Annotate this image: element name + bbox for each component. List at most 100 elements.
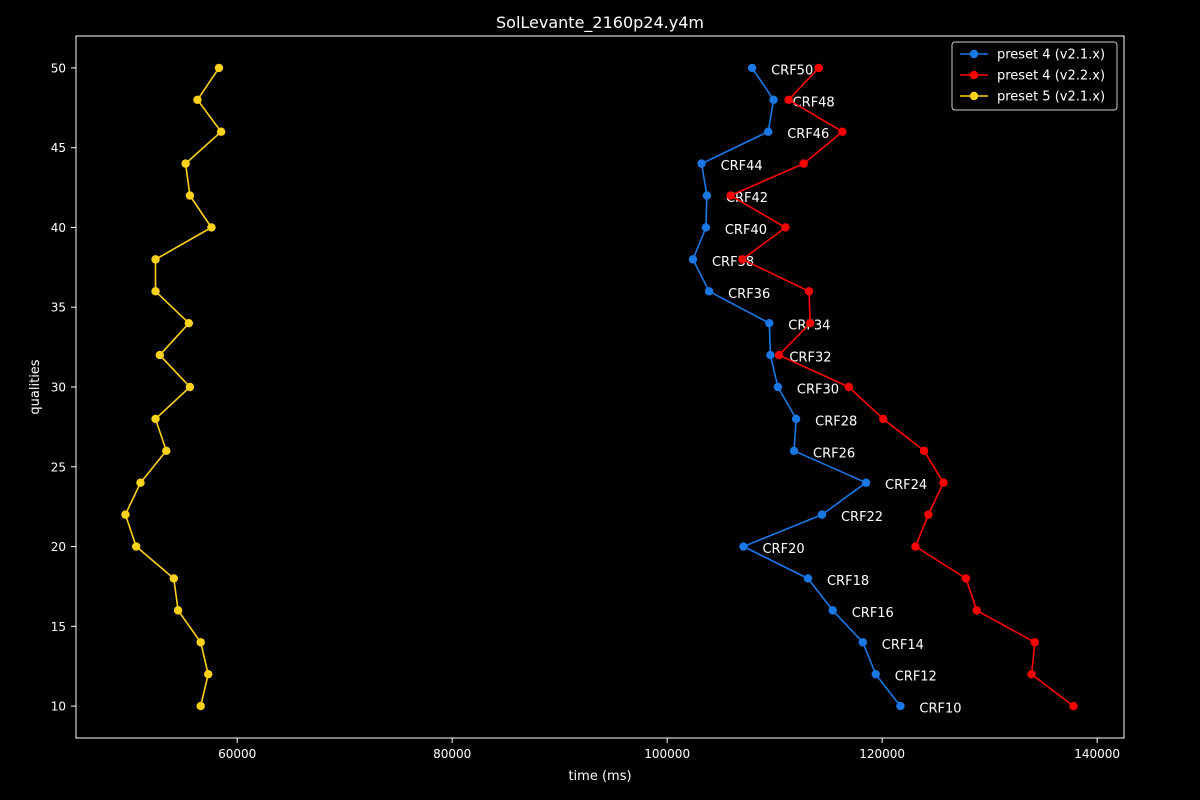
data-point	[193, 95, 202, 105]
data-point	[879, 414, 888, 424]
legend: preset 4 (v2.1.x) preset 4 (v2.2.x) preset…	[951, 41, 1118, 111]
data-point	[121, 510, 130, 519]
data-point	[817, 510, 827, 519]
data-point	[131, 542, 141, 551]
data-point	[838, 127, 847, 136]
data-point	[697, 159, 706, 168]
x-axis: 60000 80000 100000 120000 140000	[218, 738, 1120, 761]
y-axis: 10 15 20 25 30 35 40 45 50	[51, 61, 76, 714]
data-point	[1069, 701, 1078, 711]
x-tick-label: 100000	[644, 747, 690, 761]
data-point	[919, 446, 929, 456]
data-point	[972, 606, 981, 615]
data-point	[799, 159, 808, 168]
crf-label: CRF48	[793, 95, 835, 110]
data-point	[207, 223, 216, 232]
data-point	[814, 63, 823, 73]
data-point	[774, 350, 784, 360]
data-point	[701, 223, 711, 232]
data-point	[939, 478, 948, 487]
data-point	[151, 287, 160, 296]
data-point	[844, 382, 854, 392]
data-point	[765, 318, 774, 328]
y-tick-label: 35	[51, 301, 66, 315]
crf-label: CRF44	[721, 159, 763, 174]
legend-entry: preset 5 (v2.1.x)	[997, 90, 1105, 105]
data-point	[704, 287, 714, 296]
data-point	[805, 318, 815, 328]
legend-entry: preset 4 (v2.1.x)	[997, 48, 1105, 63]
crf-label: CRF50	[771, 63, 813, 78]
data-point	[181, 159, 190, 168]
data-point	[766, 350, 775, 360]
data-point	[769, 95, 778, 105]
data-point	[861, 478, 871, 487]
series-3	[121, 63, 226, 711]
x-tick-label: 120000	[859, 747, 905, 761]
series-2	[726, 63, 1078, 711]
data-point	[169, 574, 179, 583]
data-point	[196, 701, 205, 711]
data-point	[911, 542, 920, 551]
y-tick-label: 10	[51, 700, 66, 714]
data-point	[185, 191, 195, 200]
crf-label: CRF30	[797, 383, 839, 398]
data-point	[726, 191, 735, 200]
series-layer: CRF10 CRF12 CRF14 CRF16 CRF18 CRF20 CRF22 CRF24…	[121, 63, 1078, 717]
data-point	[185, 382, 195, 392]
crf-label: CRF40	[725, 223, 767, 238]
data-point	[784, 95, 793, 105]
crf-label: CRF20	[762, 542, 804, 557]
series-1: CRF10 CRF12 CRF14 CRF16 CRF18 CRF20 CRF22 CRF24…	[688, 63, 962, 717]
data-point	[184, 318, 194, 328]
y-tick-label: 20	[51, 540, 66, 554]
data-point	[216, 127, 226, 136]
y-tick-label: 45	[51, 141, 66, 155]
crf-label: CRF12	[895, 670, 937, 685]
data-point	[1027, 669, 1036, 679]
x-tick-label: 80000	[433, 747, 471, 761]
data-point	[789, 446, 799, 456]
data-point	[739, 542, 748, 551]
x-axis-label: time (ms)	[568, 769, 631, 784]
data-point	[173, 606, 183, 615]
data-point	[738, 255, 747, 264]
data-point	[162, 446, 171, 456]
data-point	[896, 701, 905, 711]
data-point	[688, 255, 698, 264]
data-point	[196, 638, 205, 647]
crf-label: CRF42	[726, 191, 768, 206]
y-tick-label: 30	[51, 381, 66, 395]
crf-label: CRF26	[813, 446, 855, 461]
crf-label: CRF46	[787, 127, 829, 142]
data-point	[858, 638, 868, 647]
legend-swatch-marker	[969, 70, 979, 80]
crf-label: CRF10	[919, 702, 961, 717]
data-point	[804, 287, 814, 296]
y-tick-label: 25	[51, 460, 66, 474]
data-point	[924, 510, 933, 519]
data-point	[773, 382, 783, 392]
crf-label: CRF28	[815, 414, 857, 429]
legend-swatch-marker	[969, 91, 979, 101]
data-point	[803, 574, 813, 583]
crf-label: CRF16	[852, 606, 894, 621]
data-point	[214, 63, 224, 73]
data-point	[961, 574, 971, 583]
data-point	[1030, 638, 1039, 647]
data-point	[747, 63, 757, 73]
crf-label: CRF32	[789, 351, 831, 366]
crf-label: CRF24	[885, 478, 927, 493]
legend-box	[951, 41, 1118, 111]
y-tick-label: 40	[51, 221, 66, 235]
data-point	[136, 478, 145, 487]
y-tick-label: 50	[51, 61, 66, 75]
data-point	[828, 606, 837, 615]
x-tick-label: 60000	[218, 747, 256, 761]
data-point	[702, 191, 712, 200]
chart-title: SolLevante_2160p24.y4m	[496, 13, 704, 33]
y-axis-label: qualities	[28, 359, 43, 414]
crf-label: CRF14	[882, 638, 924, 653]
x-tick-label: 140000	[1074, 747, 1120, 761]
